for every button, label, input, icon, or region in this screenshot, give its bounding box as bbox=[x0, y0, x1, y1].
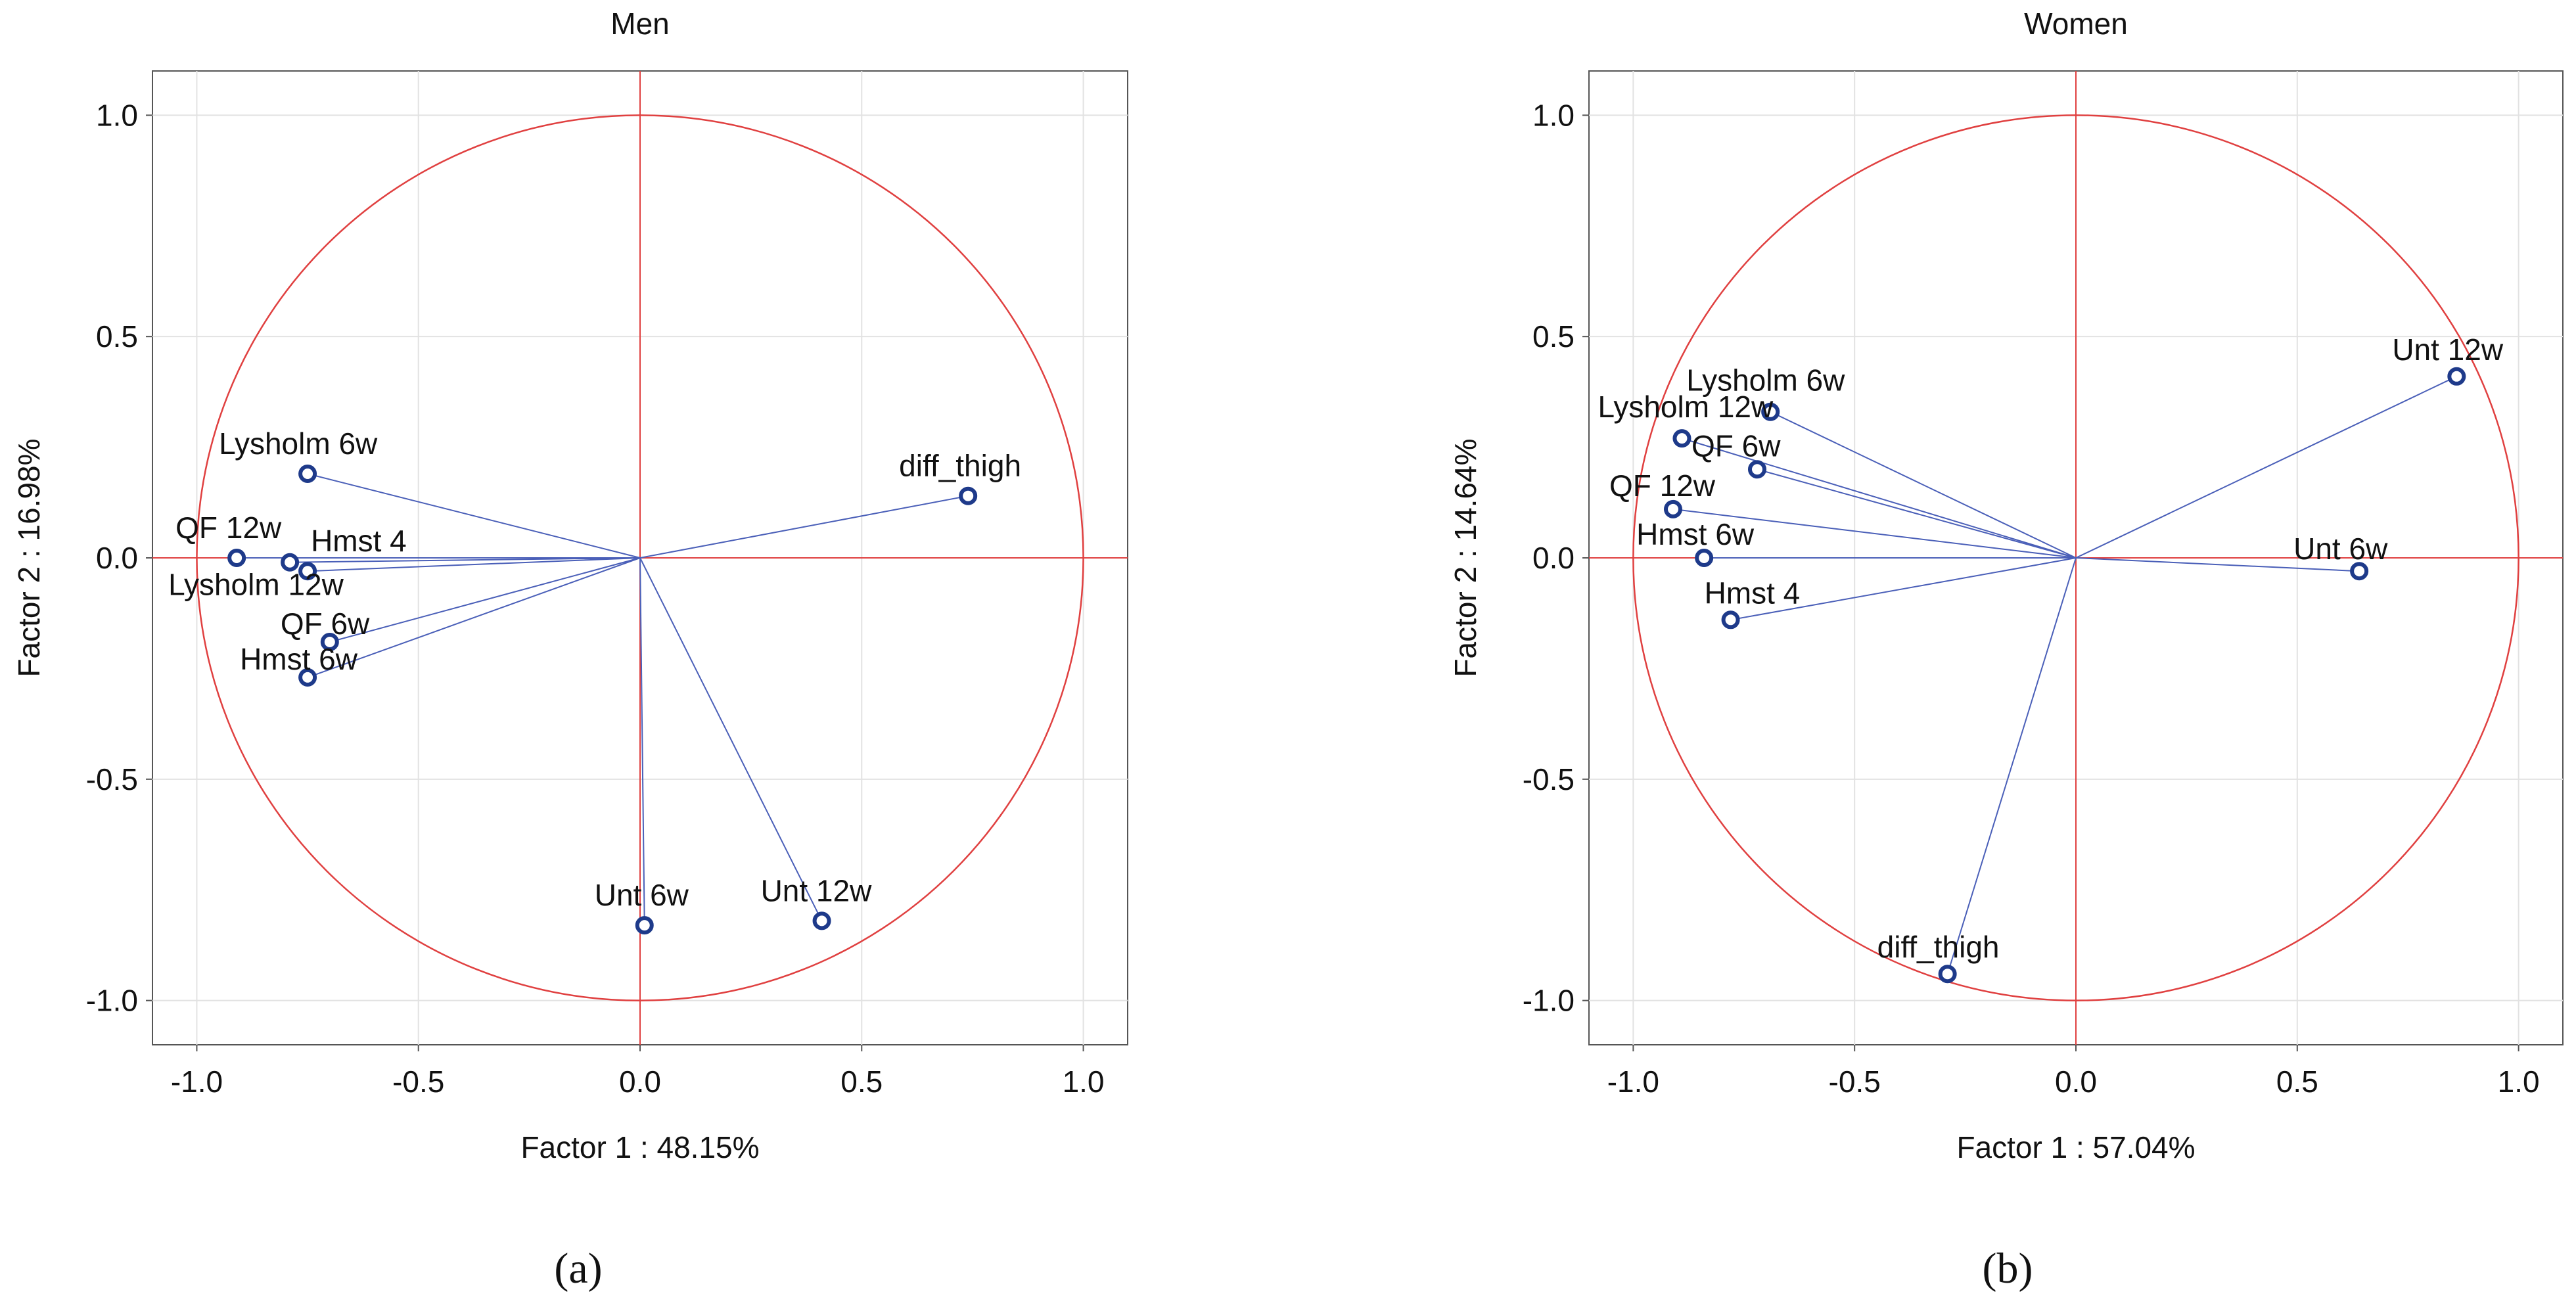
loading-vector bbox=[1682, 438, 2077, 559]
loading-vector bbox=[639, 557, 645, 926]
data-point bbox=[281, 553, 300, 572]
data-point bbox=[2447, 367, 2466, 386]
x-axis-label: Factor 1 : 57.04% bbox=[1956, 1130, 2195, 1164]
y-tick-label: 0.0 bbox=[96, 541, 138, 575]
data-point bbox=[1695, 549, 1714, 567]
point-label: Lysholm 6w bbox=[1686, 363, 1845, 398]
point-label: QF 12w bbox=[1609, 469, 1716, 503]
data-point bbox=[320, 632, 339, 651]
x-tick-label: 0.5 bbox=[840, 1065, 883, 1099]
chart-title: Men bbox=[610, 7, 669, 41]
data-point bbox=[635, 916, 654, 935]
x-tick-label: -0.5 bbox=[392, 1065, 444, 1099]
loading-vector bbox=[2075, 557, 2360, 572]
x-tick-label: 1.0 bbox=[2498, 1065, 2540, 1099]
data-point bbox=[298, 562, 317, 581]
y-tick-label: -1.0 bbox=[1523, 984, 1575, 1018]
loading-vector bbox=[329, 557, 641, 643]
y-tick-label: -1.0 bbox=[86, 984, 138, 1018]
loading-vector bbox=[639, 557, 823, 921]
y-tick-label: 0.5 bbox=[96, 319, 138, 354]
point-label: QF 12w bbox=[175, 511, 282, 545]
y-tick-label: -0.5 bbox=[86, 762, 138, 796]
loading-vector bbox=[1672, 508, 2077, 559]
loading-vector bbox=[2075, 375, 2457, 559]
x-tick-label: 1.0 bbox=[1063, 1065, 1105, 1099]
data-point bbox=[1938, 965, 1957, 984]
y-tick-label: 1.0 bbox=[1532, 98, 1575, 132]
x-tick-label: 0.5 bbox=[2276, 1065, 2318, 1099]
point-label: diff_thigh bbox=[899, 449, 1021, 483]
loading-vector bbox=[307, 473, 641, 559]
x-tick-label: 0.0 bbox=[2055, 1065, 2097, 1099]
point-label: Lysholm 12w bbox=[168, 568, 344, 602]
data-point bbox=[2350, 562, 2369, 581]
loading-vector bbox=[290, 557, 641, 563]
loading-vector bbox=[1770, 411, 2077, 559]
data-point bbox=[812, 911, 831, 930]
y-tick-label: 1.0 bbox=[96, 98, 138, 132]
panel-caption: (b) bbox=[1983, 1245, 2033, 1293]
point-label: Unt 6w bbox=[595, 878, 689, 912]
data-point bbox=[1663, 499, 1682, 518]
point-label: Hmst 6w bbox=[240, 642, 358, 676]
point-label: Hmst 4 bbox=[1705, 576, 1801, 610]
data-point bbox=[1721, 610, 1740, 630]
loading-vector bbox=[1757, 469, 2077, 559]
point-label: Unt 6w bbox=[2293, 532, 2388, 566]
chart-panel-1: -1.0 -0.5 0.0 0.5 1.0 1.0 0.5 0.0 -0.5 -1.0 Lyshol… bbox=[12, 7, 1128, 1293]
point-label: Lysholm 6w bbox=[219, 426, 378, 461]
point-label: Unt 12w bbox=[761, 873, 873, 907]
data-point bbox=[298, 668, 317, 687]
x-tick-label: -1.0 bbox=[171, 1065, 223, 1099]
loading-vector bbox=[1730, 557, 2077, 621]
loading-vector bbox=[308, 557, 641, 572]
unit-circle bbox=[1632, 114, 2519, 1001]
data-point bbox=[1761, 402, 1780, 421]
x-tick-label: 0.0 bbox=[619, 1065, 661, 1099]
data-point bbox=[227, 549, 246, 567]
y-axis-label: Factor 2 : 16.98% bbox=[12, 438, 46, 677]
point-label: QF 6w bbox=[1691, 428, 1781, 463]
loading-vector bbox=[307, 557, 641, 678]
x-tick-label: -1.0 bbox=[1607, 1065, 1659, 1099]
x-tick-label: -0.5 bbox=[1829, 1065, 1881, 1099]
loading-vector bbox=[1946, 557, 2077, 974]
data-point bbox=[298, 465, 317, 484]
panel-caption: (a) bbox=[554, 1245, 602, 1293]
x-axis-label: Factor 1 : 48.15% bbox=[520, 1130, 759, 1164]
point-label: Lysholm 12w bbox=[1598, 390, 1774, 424]
point-label: Hmst 4 bbox=[311, 524, 407, 558]
chart-title: Women bbox=[2024, 7, 2128, 41]
chart-panel-2: -1.0 -0.5 0.0 0.5 1.0 1.0 0.5 0.0 -0.5 -1.0 Lyshol… bbox=[1448, 7, 2564, 1293]
point-label: diff_thigh bbox=[1877, 930, 2000, 964]
y-tick-label: 0.5 bbox=[1532, 319, 1575, 354]
y-tick-label: -0.5 bbox=[1523, 762, 1575, 796]
point-label: QF 6w bbox=[281, 607, 370, 641]
loading-vector bbox=[639, 495, 969, 559]
data-point bbox=[1747, 460, 1766, 479]
point-label: Unt 12w bbox=[2392, 332, 2504, 367]
data-point bbox=[1672, 429, 1691, 448]
y-axis-label: Factor 2 : 14.64% bbox=[1448, 438, 1483, 677]
point-label: Hmst 6w bbox=[1636, 517, 1755, 551]
y-tick-label: 0.0 bbox=[1532, 541, 1575, 575]
unit-circle bbox=[196, 114, 1084, 1001]
data-point bbox=[959, 486, 978, 505]
